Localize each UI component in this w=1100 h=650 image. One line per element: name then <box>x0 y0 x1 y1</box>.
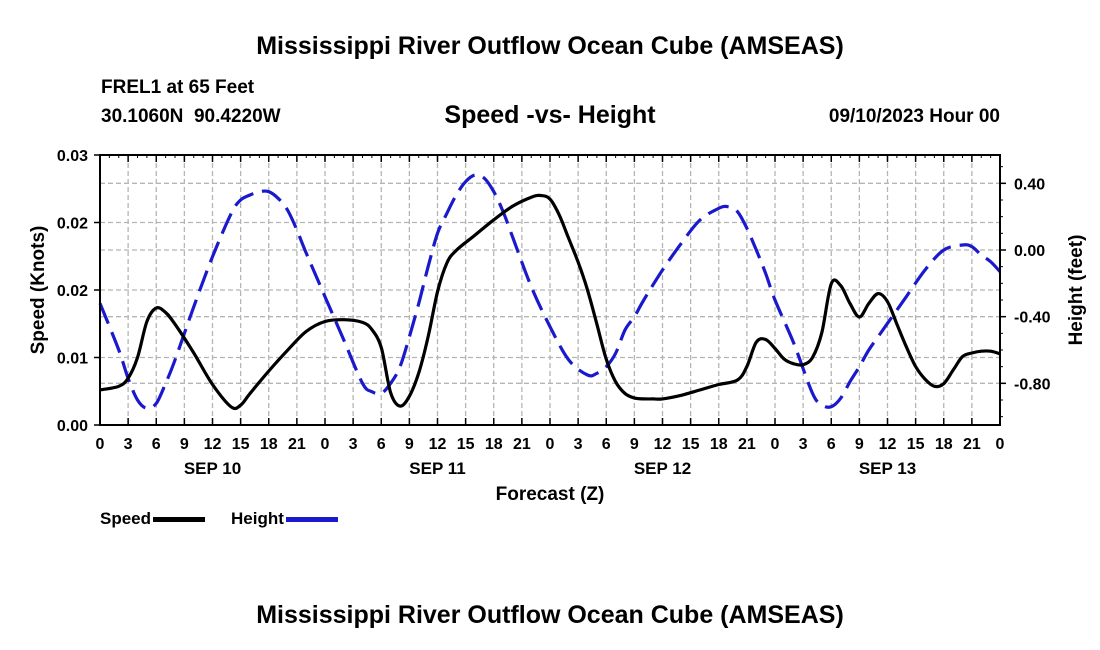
station-label: FREL1 at 65 Feet <box>101 77 255 98</box>
x-tick-label: 6 <box>602 436 611 453</box>
y-right-tick-label: -0.80 <box>1014 376 1051 393</box>
legend-speed-label: Speed <box>100 509 152 528</box>
day-label: SEP 12 <box>634 459 691 478</box>
y-right-tick-label: -0.40 <box>1014 310 1051 327</box>
x-tick-label: 15 <box>682 436 700 453</box>
legend-height-swatch <box>285 516 338 522</box>
x-tick-label: 0 <box>321 436 330 453</box>
y-right-tick-label: 0.40 <box>1014 176 1045 193</box>
chart-subtitle: Speed -vs- Height <box>444 101 656 129</box>
y-axis-right-label: Height (feet) <box>1066 235 1087 346</box>
x-tick-label: 0 <box>546 436 555 453</box>
forecast-date: 09/10/2023 Hour 00 <box>828 106 1000 127</box>
x-tick-label: 0 <box>771 436 780 453</box>
x-tick-label: 9 <box>405 436 414 453</box>
x-tick-label: 0 <box>996 436 1005 453</box>
x-tick-label: 21 <box>288 436 306 453</box>
x-tick-label: 9 <box>180 436 189 453</box>
y-left-tick-label: 0.00 <box>57 418 88 435</box>
day-label: SEP 11 <box>409 459 465 478</box>
x-tick-label: 6 <box>827 436 836 453</box>
x-tick-label: 0 <box>96 436 105 453</box>
x-tick-label: 9 <box>855 436 864 453</box>
grid <box>100 155 1000 425</box>
y-left-tick-label: 0.02 <box>57 283 88 300</box>
x-tick-label: 21 <box>963 436 981 453</box>
axes: 0 3 6 9 12 15 18 21 0 3 6 9 12 15 18 21 0 3 6 9 12 15 18 21 0 3 6 9… <box>57 148 1051 478</box>
y-axis-left-label: Speed (Knots) <box>28 226 49 355</box>
x-tick-label: 18 <box>485 436 503 453</box>
legend-height: Height <box>231 509 338 529</box>
page-title: Mississippi River Outflow Ocean Cube (AM… <box>256 32 844 60</box>
x-tick-label: 3 <box>349 436 358 453</box>
y-left-tick-label: 0.01 <box>57 351 88 368</box>
x-tick-label: 6 <box>152 436 161 453</box>
day-label: SEP 13 <box>859 459 916 478</box>
x-tick-label: 3 <box>124 436 133 453</box>
speed-series-line <box>99 193 1001 411</box>
x-tick-label: 12 <box>429 436 447 453</box>
x-tick-label: 15 <box>457 436 475 453</box>
legend-speed: Speed <box>100 509 206 529</box>
coordinates-label: 30.1060N 90.4220W <box>101 106 281 127</box>
x-tick-label: 12 <box>654 436 672 453</box>
x-tick-label: 12 <box>204 436 222 453</box>
x-tick-label: 15 <box>907 436 925 453</box>
x-tick-label: 18 <box>935 436 953 453</box>
x-tick-label: 3 <box>574 436 583 453</box>
page-title-repeat: Mississippi River Outflow Ocean Cube (AM… <box>256 601 844 629</box>
y-left-tick-label: 0.03 <box>57 148 88 165</box>
x-tick-label: 6 <box>377 436 386 453</box>
legend-speed-swatch <box>153 516 206 522</box>
x-tick-label: 18 <box>710 436 728 453</box>
y-right-tick-label: 0.00 <box>1014 243 1045 260</box>
x-tick-label: 21 <box>513 436 531 453</box>
x-tick-label: 15 <box>232 436 250 453</box>
day-label: SEP 10 <box>184 459 241 478</box>
series-layer <box>98 173 1002 411</box>
legend-height-label: Height <box>231 509 284 528</box>
x-tick-label: 21 <box>738 436 756 453</box>
x-tick-label: 3 <box>799 436 808 453</box>
x-tick-label: 18 <box>260 436 278 453</box>
x-tick-label: 9 <box>630 436 639 453</box>
x-tick-label: 12 <box>879 436 897 453</box>
y-left-tick-label: 0.02 <box>57 216 88 233</box>
x-axis-label: Forecast (Z) <box>496 484 605 505</box>
